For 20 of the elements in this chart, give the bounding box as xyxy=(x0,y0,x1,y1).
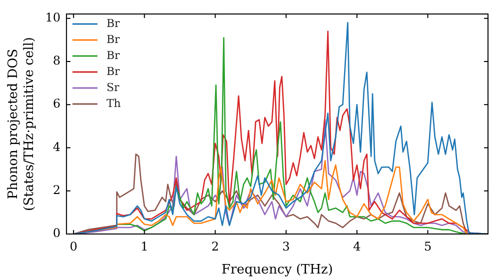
x-tick-label: 3 xyxy=(282,239,290,254)
y-tick-label: 0 xyxy=(52,226,60,240)
x-tick-label: 5 xyxy=(424,239,432,254)
legend-label: Br xyxy=(106,64,121,78)
y-tick-label: 10 xyxy=(45,10,60,24)
y-tick-label: 2 xyxy=(52,182,60,197)
legend-label: Th xyxy=(106,96,121,110)
x-tick-label: 0 xyxy=(70,239,78,254)
legend-label: Br xyxy=(106,16,121,30)
x-axis-title: Frequency (THz) xyxy=(222,262,333,278)
legend-label: Br xyxy=(106,32,121,46)
x-tick-label: 2 xyxy=(211,239,220,254)
y-tick-label: 8 xyxy=(52,54,60,68)
legend-label: Sr xyxy=(106,80,120,94)
x-tick-label: 1 xyxy=(140,239,148,254)
y-axis-title: Phonon projected DOS (States/THz·primitive cell) xyxy=(6,36,37,212)
y-tick-label: 6 xyxy=(52,96,60,111)
legend-label: Br xyxy=(106,48,121,62)
y-tick-label: 4 xyxy=(52,140,61,154)
x-tick-label: 4 xyxy=(353,239,362,254)
